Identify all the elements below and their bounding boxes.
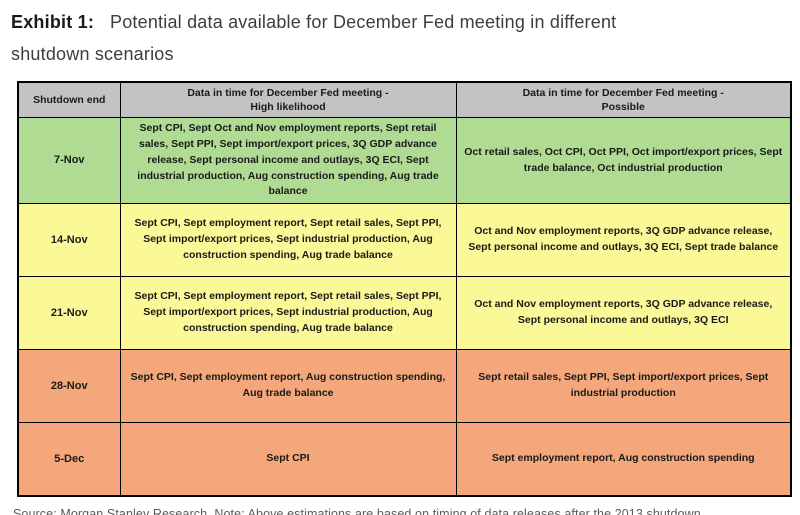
header-cell-high-likelihood: Data in time for December Fed meeting - … bbox=[119, 81, 457, 119]
date-cell: 14-Nov bbox=[17, 203, 121, 278]
table-row: 5-Dec Sept CPI Sept employment report, A… bbox=[17, 422, 792, 497]
date-cell: 5-Dec bbox=[17, 422, 121, 497]
exhibit-label: Exhibit 1: bbox=[11, 12, 95, 32]
possible-cell: Oct retail sales, Oct CPI, Oct PPI, Oct … bbox=[455, 117, 792, 205]
header-cell-shutdown-end: Shutdown end bbox=[17, 81, 121, 119]
title-line-2: shutdown scenarios bbox=[11, 38, 790, 70]
table-row: 14-Nov Sept CPI, Sept employment report,… bbox=[17, 203, 792, 278]
shutdown-scenarios-table: Shutdown end Data in time for December F… bbox=[17, 81, 792, 497]
table-row: 21-Nov Sept CPI, Sept employment report,… bbox=[17, 276, 792, 351]
high-likelihood-cell: Sept CPI, Sept employment report, Sept r… bbox=[119, 276, 457, 351]
title-line-1: Exhibit 1: Potential data available for D… bbox=[11, 6, 790, 38]
table-row: 28-Nov Sept CPI, Sept employment report,… bbox=[17, 349, 792, 424]
high-likelihood-cell: Sept CPI, Sept Oct and Nov employment re… bbox=[119, 117, 457, 205]
source-note: Source: Morgan Stanley Research. Note: A… bbox=[13, 506, 705, 515]
title-text-line2: shutdown scenarios bbox=[11, 44, 174, 64]
possible-cell: Oct and Nov employment reports, 3Q GDP a… bbox=[455, 276, 792, 351]
high-likelihood-cell: Sept CPI, Sept employment report, Aug co… bbox=[119, 349, 457, 424]
date-cell: 21-Nov bbox=[17, 276, 121, 351]
page-title: Exhibit 1: Potential data available for D… bbox=[11, 6, 790, 70]
date-cell: 7-Nov bbox=[17, 117, 121, 205]
title-text-line1: Potential data available for December Fe… bbox=[110, 12, 617, 32]
high-likelihood-cell: Sept CPI, Sept employment report, Sept r… bbox=[119, 203, 457, 278]
date-cell: 28-Nov bbox=[17, 349, 121, 424]
header-row: Shutdown end Data in time for December F… bbox=[17, 81, 792, 119]
possible-cell: Sept retail sales, Sept PPI, Sept import… bbox=[455, 349, 792, 424]
possible-cell: Oct and Nov employment reports, 3Q GDP a… bbox=[455, 203, 792, 278]
high-likelihood-cell: Sept CPI bbox=[119, 422, 457, 497]
header-cell-possible: Data in time for December Fed meeting - … bbox=[455, 81, 792, 119]
possible-cell: Sept employment report, Aug construction… bbox=[455, 422, 792, 497]
table-row: 7-Nov Sept CPI, Sept Oct and Nov employm… bbox=[17, 117, 792, 205]
